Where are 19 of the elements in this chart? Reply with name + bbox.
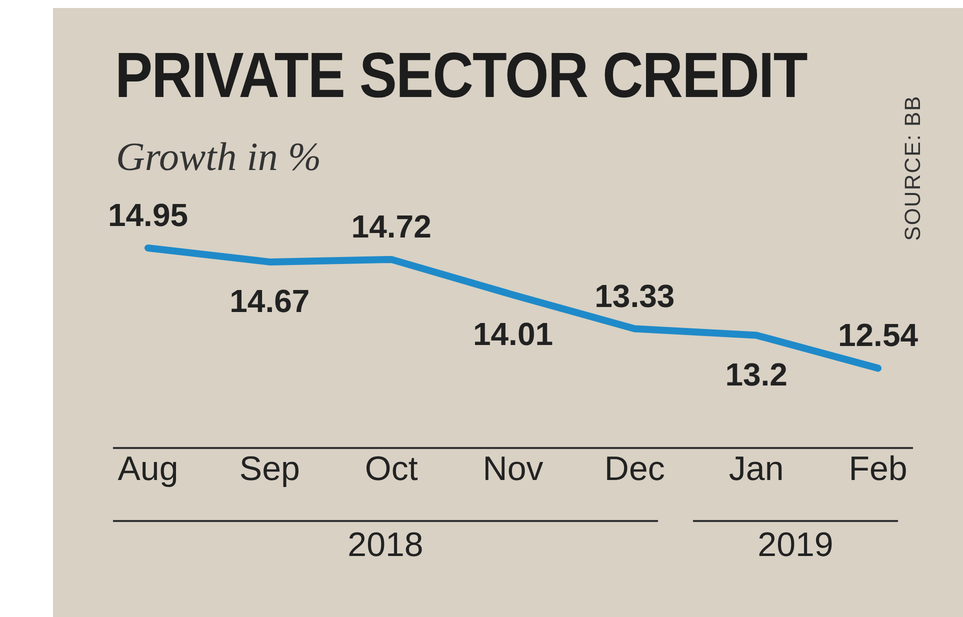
x-tick-label: Jan [728, 450, 784, 488]
x-tick-label: Oct [364, 450, 418, 488]
x-tick-label: Sep [239, 450, 300, 488]
data-label: 13.2 [725, 356, 788, 392]
x-tick-label: Nov [482, 450, 544, 488]
year-bracket: 2018 [113, 520, 658, 565]
data-label: 13.33 [594, 278, 675, 314]
chart-title: PRIVATE SECTOR CREDIT [115, 38, 807, 112]
data-label: 14.95 [108, 196, 188, 233]
data-label: 12.54 [838, 317, 918, 354]
x-tick-label: Aug [118, 450, 178, 488]
data-label: 14.67 [230, 282, 310, 319]
year-bracket: 2019 [693, 520, 898, 565]
x-tick-label: Feb [848, 450, 908, 488]
x-tick-label: Dec [604, 450, 665, 488]
source-note: SOURCE: BB [900, 95, 926, 241]
data-label: 14.01 [472, 316, 554, 352]
data-label: 14.72 [351, 208, 432, 244]
chart-subtitle: Growth in % [116, 133, 322, 180]
